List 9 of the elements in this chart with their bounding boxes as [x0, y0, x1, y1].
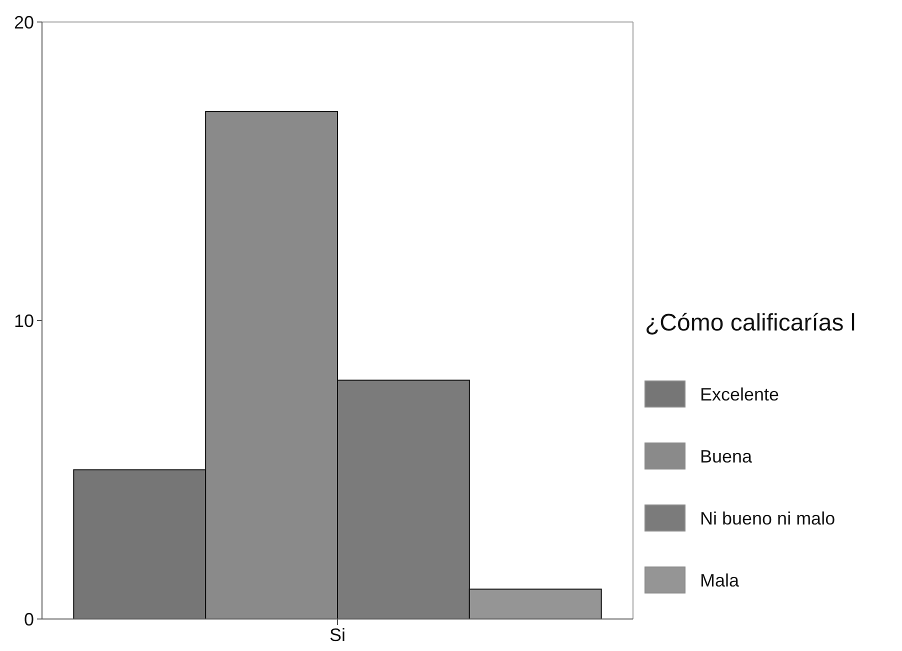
legend-label: Ni bueno ni malo [700, 508, 836, 528]
legend-title: ¿Cómo calificarías l [645, 309, 856, 336]
legend-label: Mala [700, 570, 740, 590]
x-tick-label: Si [329, 625, 346, 645]
y-tick-label: 0 [24, 609, 34, 630]
legend-label: Excelente [700, 384, 780, 404]
y-tick-label: 10 [14, 310, 34, 331]
legend-label: Buena [700, 446, 754, 466]
y-tick-label: 20 [14, 12, 34, 32]
